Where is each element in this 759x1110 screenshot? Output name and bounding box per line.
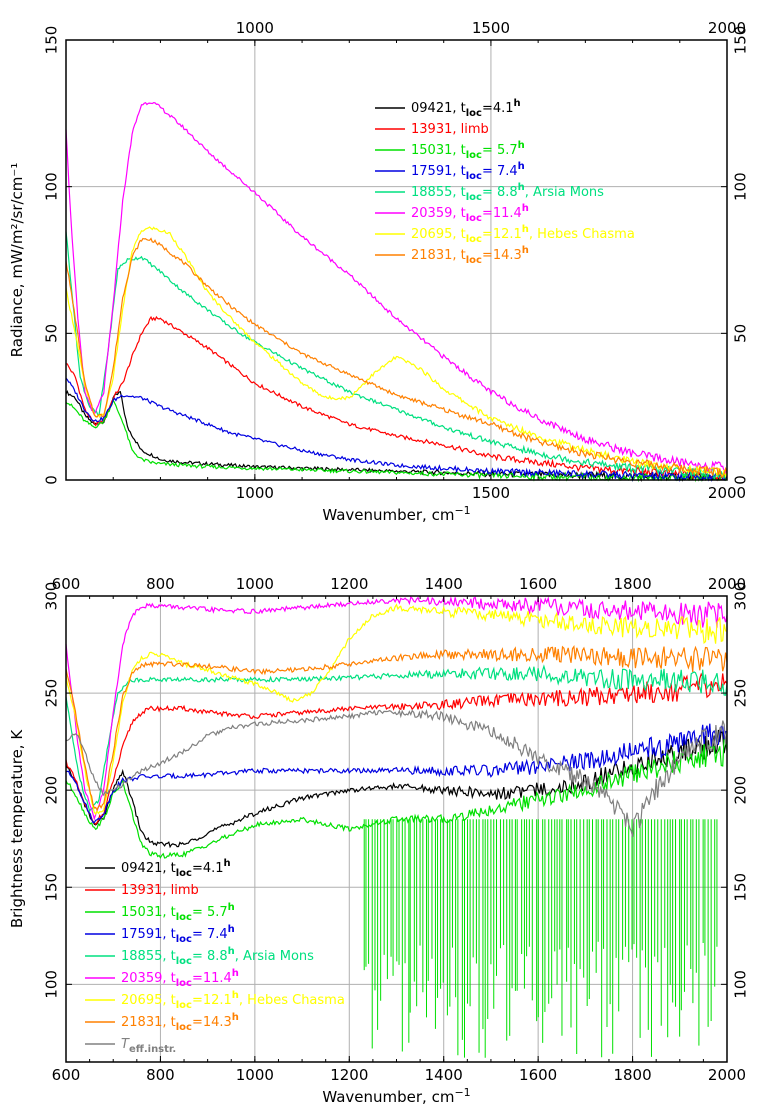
x-tick-label-top: 1000 — [236, 575, 274, 593]
y-tick-label-right: 100 — [732, 970, 750, 999]
y-tick-label-left: 50 — [43, 324, 61, 343]
x-tick-label-bottom: 1200 — [330, 1066, 368, 1084]
brightness-y-axis-label: Brightness temperature, K — [8, 729, 26, 928]
series-line — [65, 603, 728, 816]
series-line — [65, 377, 728, 483]
legend-entry: 15031, tloc= 5.7h — [121, 902, 235, 923]
legend-entry: 17591, tloc= 7.4h — [411, 161, 525, 182]
x-tick-label-top: 600 — [52, 575, 81, 593]
legend-entry: 21831, tloc=14.3h — [121, 1012, 239, 1033]
series-line — [65, 737, 728, 859]
x-tick-label-bottom: 1400 — [425, 1066, 463, 1084]
y-tick-label-right: 150 — [732, 26, 750, 55]
series-line — [65, 226, 728, 479]
series-line — [65, 237, 728, 478]
x-tick-label-bottom: 1000 — [236, 1066, 274, 1084]
brightness-legend: 09421, tloc=4.1h 13931, limb 15031, tloc= … — [85, 858, 345, 1055]
x-tick-label-bottom: 600 — [52, 1066, 81, 1084]
x-tick-label-top: 1000 — [236, 19, 274, 37]
x-tick-label-top: 800 — [146, 575, 175, 593]
series-line — [65, 644, 728, 812]
legend-entry: 09421, tloc=4.1h — [121, 858, 231, 879]
series-line — [65, 595, 728, 821]
y-tick-label-right: 50 — [732, 324, 750, 343]
y-tick-label-right: 300 — [732, 582, 750, 611]
y-tick-label-right: 100 — [732, 172, 750, 201]
legend-entry: 18855, tloc= 8.8h, Arsia Mons — [411, 182, 604, 203]
series-line — [65, 315, 728, 482]
x-tick-label-bottom: 1500 — [472, 484, 510, 502]
x-tick-label-top: 1200 — [330, 575, 368, 593]
y-tick-label-left: 200 — [43, 776, 61, 805]
legend-entry: 13931, limb — [411, 122, 489, 137]
y-tick-label-left: 0 — [43, 475, 61, 485]
x-tick-label-top: 2000 — [708, 19, 746, 37]
legend-entry: Teff.instr. — [121, 1037, 176, 1055]
legend-entry: 13931, limb — [121, 883, 199, 898]
legend-entry: 20695, tloc=12.1h, Hebes Chasma — [121, 990, 345, 1011]
y-tick-label-right: 250 — [732, 679, 750, 708]
y-tick-label-right: 150 — [732, 873, 750, 902]
legend-entry: 09421, tloc=4.1h — [411, 98, 521, 119]
y-tick-label-left: 100 — [43, 172, 61, 201]
x-tick-label-top: 1600 — [519, 575, 557, 593]
legend-entry: 20359, tloc=11.4h — [121, 968, 239, 989]
y-tick-label-left: 100 — [43, 970, 61, 999]
legend-entry: 20359, tloc=11.4h — [411, 203, 529, 224]
y-tick-label-left: 250 — [43, 679, 61, 708]
y-tick-label-left: 150 — [43, 873, 61, 902]
series-line — [65, 664, 728, 813]
radiance-x-axis-label: Wavenumber, cm−1 — [322, 504, 470, 524]
legend-entry: 17591, tloc= 7.4h — [121, 924, 235, 945]
series-line — [65, 231, 728, 481]
x-tick-label-bottom: 2000 — [708, 484, 746, 502]
radiance-plot-frame — [65, 39, 728, 481]
radiance-legend: 09421, tloc=4.1h 13931, limb 15031, tloc= … — [375, 98, 635, 266]
legend-entry: 20695, tloc=12.1h, Hebes Chasma — [411, 224, 635, 245]
legend-entry: 18855, tloc= 8.8h, Arsia Mons — [121, 946, 314, 967]
x-tick-label-bottom: 1800 — [613, 1066, 651, 1084]
x-tick-label-bottom: 1600 — [519, 1066, 557, 1084]
legend-entry: 15031, tloc= 5.7h — [411, 140, 525, 161]
legend-entry: 21831, tloc=14.3h — [411, 245, 529, 266]
radiance-y-axis-label: Radiance, mW/m²/sr/cm⁻¹ — [8, 163, 26, 358]
x-tick-label-bottom: 1000 — [236, 484, 274, 502]
x-tick-label-top: 2000 — [708, 575, 746, 593]
y-tick-label-right: 200 — [732, 776, 750, 805]
series-line — [65, 672, 728, 826]
y-tick-label-left: 150 — [43, 26, 61, 55]
y-tick-label-right: 0 — [732, 475, 750, 485]
x-tick-label-top: 1500 — [472, 19, 510, 37]
x-tick-label-bottom: 800 — [146, 1066, 175, 1084]
radiance-grid — [66, 40, 727, 480]
brightness-x-axis-label: Wavenumber, cm−1 — [322, 1086, 470, 1106]
radiance-series — [65, 101, 728, 483]
x-tick-label-bottom: 2000 — [708, 1066, 746, 1084]
x-tick-label-top: 1800 — [613, 575, 651, 593]
series-line — [65, 723, 728, 824]
brightness-series — [65, 595, 728, 1058]
x-tick-label-top: 1400 — [425, 575, 463, 593]
series-line — [65, 708, 728, 838]
series-line — [65, 101, 728, 475]
y-tick-label-left: 300 — [43, 582, 61, 611]
